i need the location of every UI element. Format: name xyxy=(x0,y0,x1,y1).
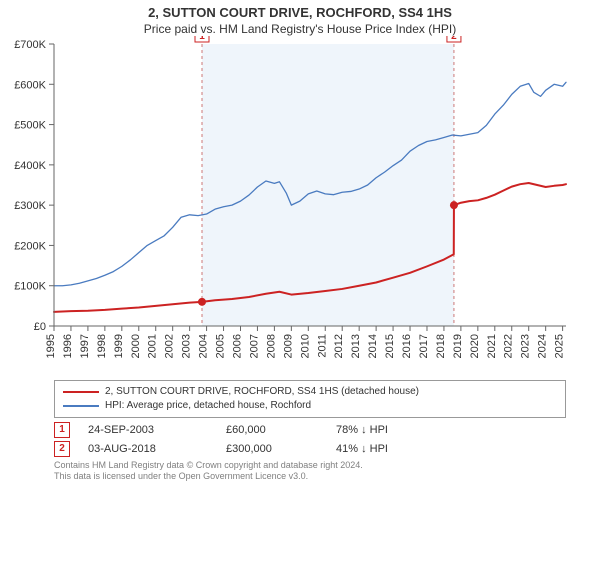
legend-label: HPI: Average price, detached house, Roch… xyxy=(105,399,311,413)
credit-line-2: This data is licensed under the Open Gov… xyxy=(54,471,566,482)
svg-text:1995: 1995 xyxy=(45,334,57,358)
svg-text:2017: 2017 xyxy=(418,334,430,358)
svg-text:£200K: £200K xyxy=(14,240,46,252)
svg-text:2016: 2016 xyxy=(401,334,413,358)
svg-text:1999: 1999 xyxy=(113,334,125,358)
svg-text:2021: 2021 xyxy=(486,334,498,358)
svg-text:2022: 2022 xyxy=(503,334,515,358)
svg-text:£700K: £700K xyxy=(14,39,46,51)
svg-text:2007: 2007 xyxy=(248,334,260,358)
svg-text:2018: 2018 xyxy=(435,334,447,358)
svg-text:2001: 2001 xyxy=(147,334,159,358)
svg-text:£600K: £600K xyxy=(14,79,46,91)
credit-text: Contains HM Land Registry data © Crown c… xyxy=(54,460,566,483)
legend-row: HPI: Average price, detached house, Roch… xyxy=(63,399,557,413)
page-subtitle: Price paid vs. HM Land Registry's House … xyxy=(0,22,600,36)
page-title: 2, SUTTON COURT DRIVE, ROCHFORD, SS4 1HS xyxy=(0,5,600,20)
svg-text:2006: 2006 xyxy=(231,334,243,358)
event-date: 03-AUG-2018 xyxy=(88,443,226,455)
event-badge: 1 xyxy=(54,422,70,438)
svg-text:2014: 2014 xyxy=(367,334,379,358)
svg-text:2000: 2000 xyxy=(130,334,142,358)
svg-text:2002: 2002 xyxy=(164,334,176,358)
svg-text:2005: 2005 xyxy=(215,334,227,358)
svg-text:£100K: £100K xyxy=(14,281,46,293)
svg-text:£500K: £500K xyxy=(14,120,46,132)
svg-text:1: 1 xyxy=(199,36,205,42)
svg-text:2023: 2023 xyxy=(520,334,532,358)
svg-text:£300K: £300K xyxy=(14,200,46,212)
event-row: 2 03-AUG-2018£300,00041% ↓ HPI xyxy=(54,441,566,457)
svg-text:2004: 2004 xyxy=(198,334,210,358)
legend-swatch xyxy=(63,391,99,393)
svg-text:2024: 2024 xyxy=(537,334,549,358)
svg-text:1998: 1998 xyxy=(96,334,108,358)
svg-text:2013: 2013 xyxy=(350,334,362,358)
svg-text:2015: 2015 xyxy=(384,334,396,358)
svg-text:2003: 2003 xyxy=(181,334,193,358)
event-amount: £300,000 xyxy=(226,443,336,455)
svg-text:2025: 2025 xyxy=(554,334,566,358)
legend: 2, SUTTON COURT DRIVE, ROCHFORD, SS4 1HS… xyxy=(54,380,566,418)
events-table: 1 24-SEP-2003£60,00078% ↓ HPI 2 03-AUG-2018… xyxy=(54,422,566,457)
legend-row: 2, SUTTON COURT DRIVE, ROCHFORD, SS4 1HS… xyxy=(63,385,557,399)
svg-text:2010: 2010 xyxy=(299,334,311,358)
legend-label: 2, SUTTON COURT DRIVE, ROCHFORD, SS4 1HS… xyxy=(105,385,419,399)
event-row: 1 24-SEP-2003£60,00078% ↓ HPI xyxy=(54,422,566,438)
event-amount: £60,000 xyxy=(226,424,336,436)
chart-area: 1 2 £0 £100K £200K £300K £400K £500K £600K £700K 1… xyxy=(0,36,600,376)
event-pct: 41% ↓ HPI xyxy=(336,443,456,455)
svg-text:£0: £0 xyxy=(34,321,46,333)
event-date: 24-SEP-2003 xyxy=(88,424,226,436)
svg-text:2: 2 xyxy=(451,36,457,42)
svg-text:2011: 2011 xyxy=(316,334,328,358)
svg-text:1996: 1996 xyxy=(62,334,74,358)
legend-swatch xyxy=(63,405,99,407)
credit-line-1: Contains HM Land Registry data © Crown c… xyxy=(54,460,566,471)
event-pct: 78% ↓ HPI xyxy=(336,424,456,436)
svg-text:2020: 2020 xyxy=(469,334,481,358)
svg-text:2012: 2012 xyxy=(333,334,345,358)
chart-svg: 1 2 £0 £100K £200K £300K £400K £500K £600K £700K 1… xyxy=(0,36,600,376)
svg-text:1997: 1997 xyxy=(79,334,91,358)
svg-text:2008: 2008 xyxy=(265,334,277,358)
svg-text:2019: 2019 xyxy=(452,334,464,358)
svg-text:£400K: £400K xyxy=(14,160,46,172)
svg-text:2009: 2009 xyxy=(282,334,294,358)
event-badge: 2 xyxy=(54,441,70,457)
